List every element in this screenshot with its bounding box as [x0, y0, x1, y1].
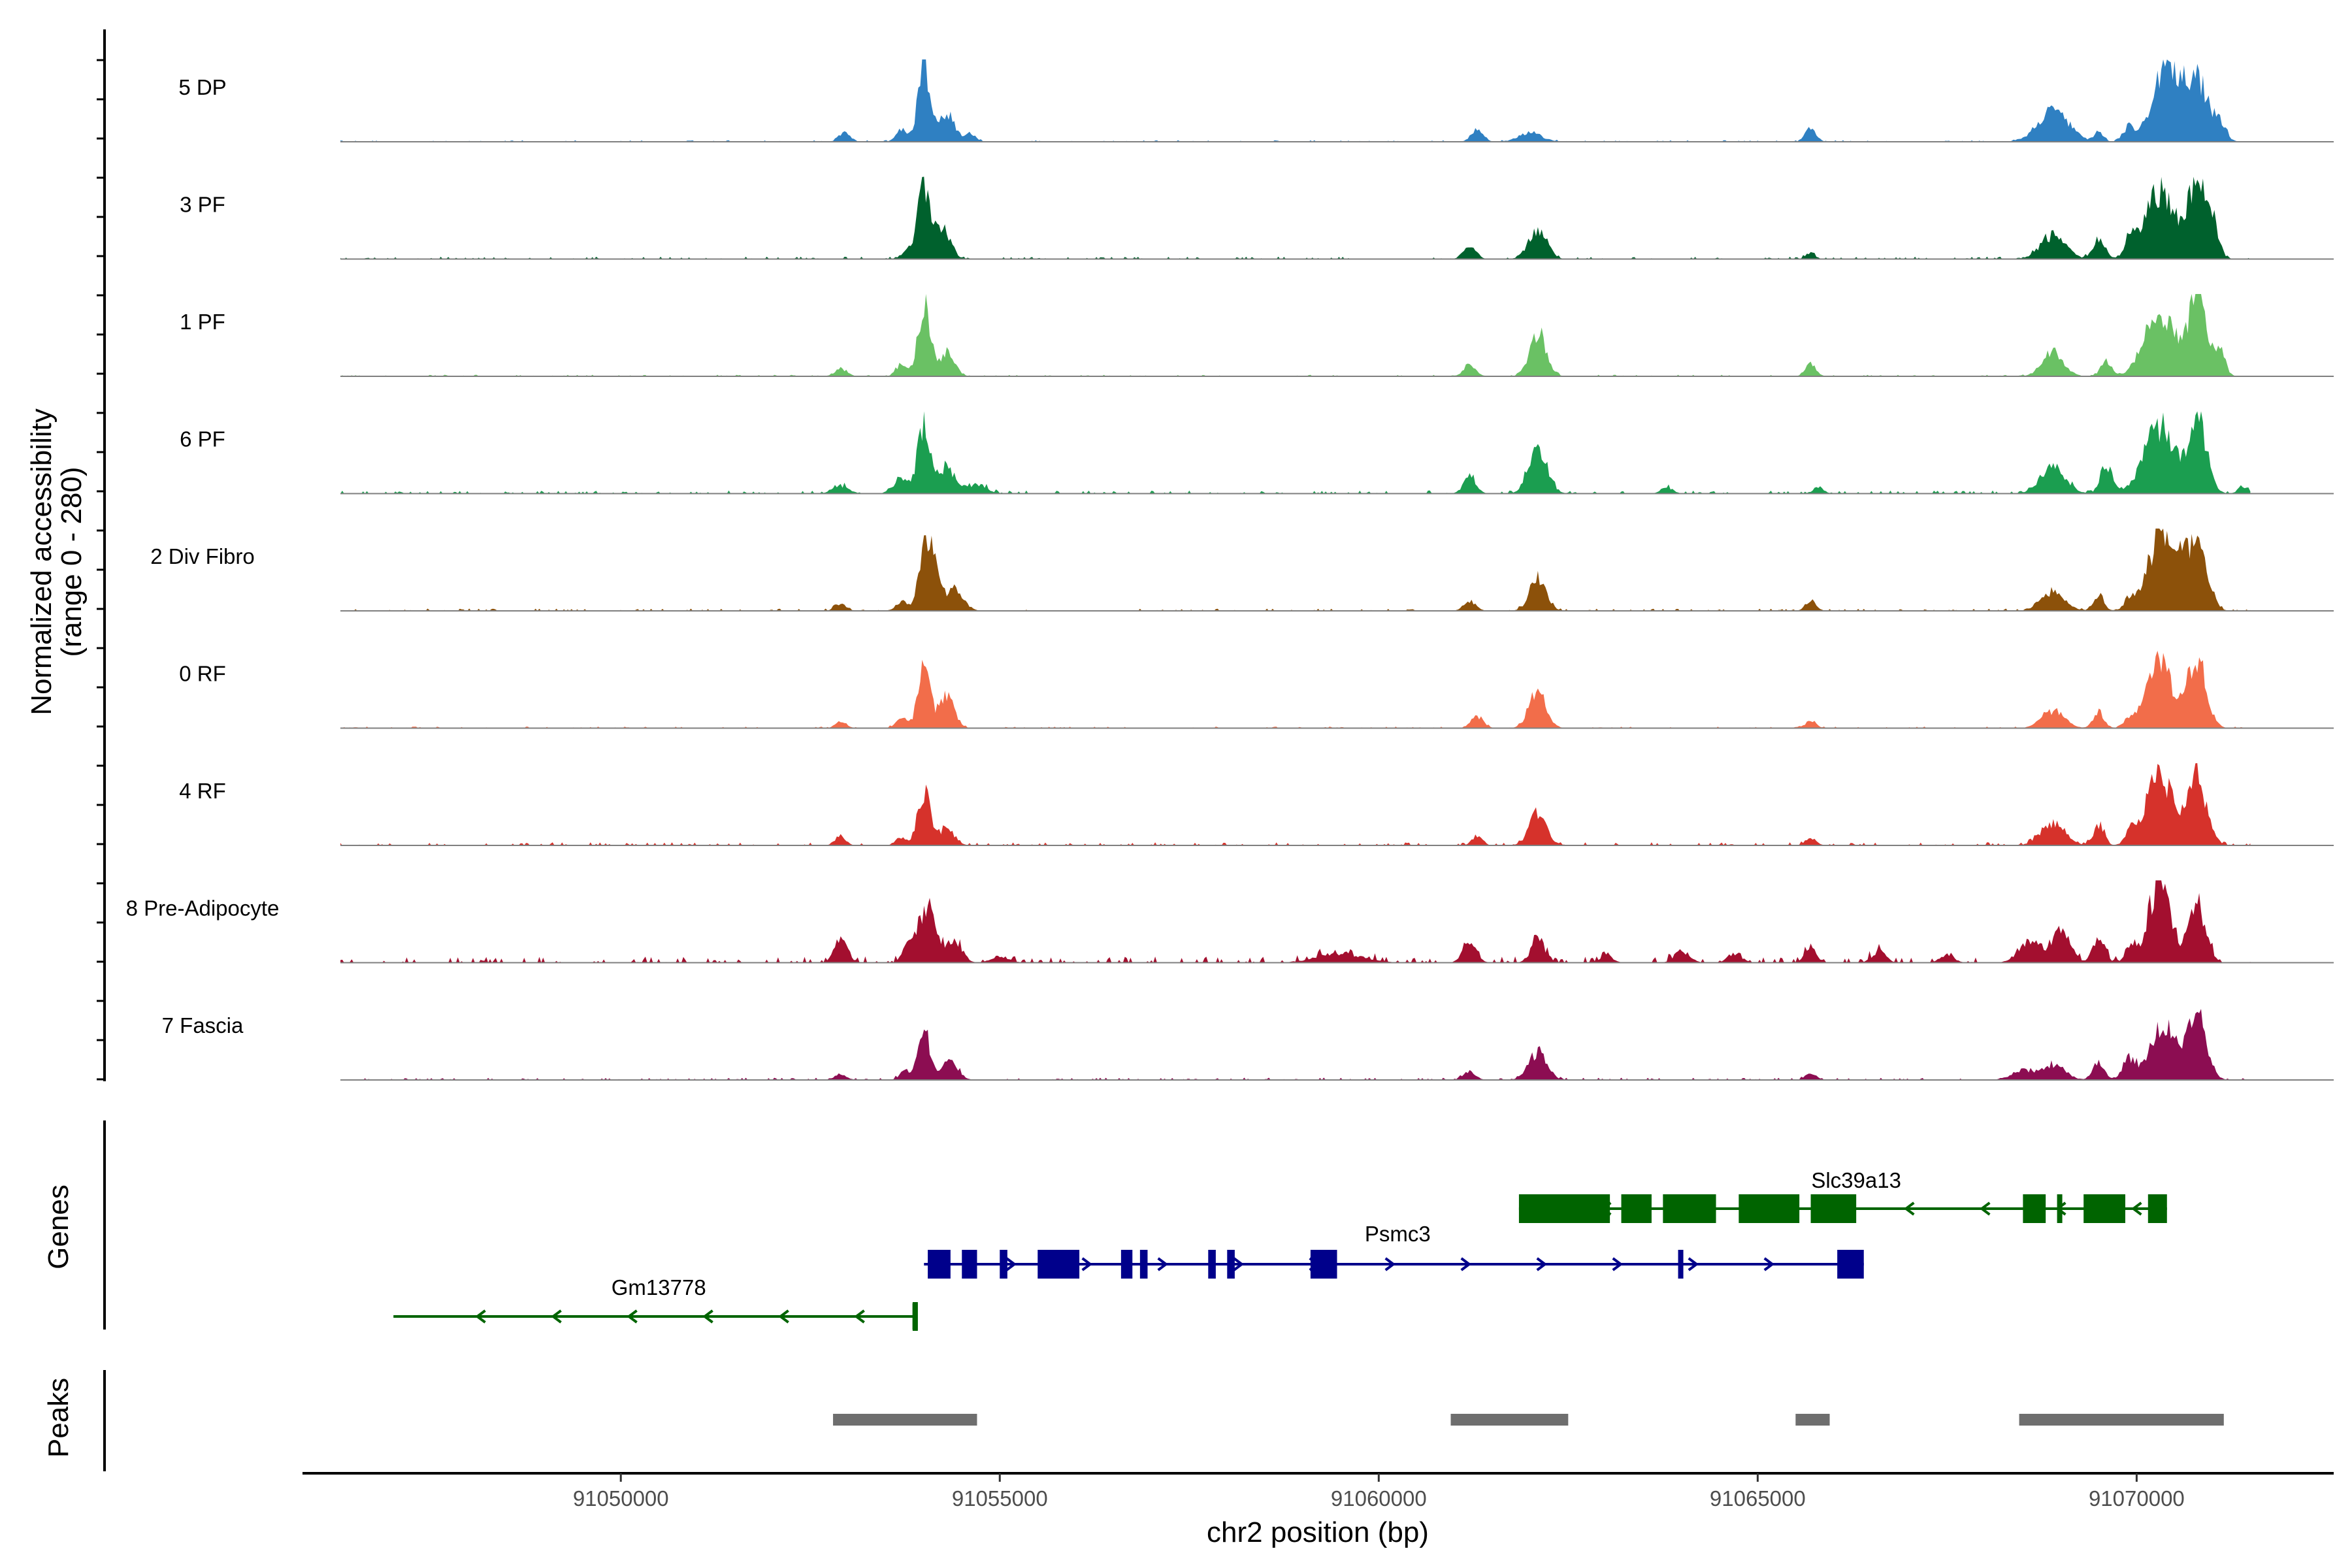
gene-exon-psmc3: [1837, 1250, 1864, 1279]
x-axis-title: chr2 position (bp): [1207, 1516, 1429, 1548]
peaks-panel: Peaks: [42, 1370, 2224, 1471]
coverage-area-0-rf: [340, 651, 2251, 728]
gene-strand-arrow: [627, 1309, 638, 1324]
gene-exon-slc39a13: [1518, 1194, 1610, 1223]
peak-region: [1795, 1414, 1830, 1426]
track-label: 0 RF: [179, 662, 226, 686]
gene-strand-arrow: [1688, 1257, 1699, 1271]
gene-exon-psmc3: [962, 1250, 977, 1279]
y-axis-title: Normalized accessibility: [25, 408, 57, 715]
peak-region: [1450, 1414, 1569, 1426]
track-label: 5 DP: [178, 75, 226, 99]
gene-exon-psmc3: [1227, 1250, 1235, 1279]
gene-strand-arrow: [1081, 1257, 1093, 1271]
gene-strand-arrow: [1904, 1201, 1915, 1216]
coverage-tracks: 5 DP 3 PF 1 PF 6 PF 2 Div Fibro 0 RF 4 RF 8 Pre…: [126, 59, 2334, 1081]
x-tick-label: 91055000: [952, 1486, 1048, 1511]
y-axis: [97, 29, 106, 1081]
gene-exon-psmc3: [928, 1250, 951, 1279]
gene-strand-arrow: [1384, 1257, 1396, 1271]
genes-panel: Genes Slc39a13 Psmc3 Gm13778: [42, 1120, 2167, 1331]
gene-strand-arrow: [1612, 1257, 1624, 1271]
gene-exon-psmc3: [1037, 1250, 1080, 1279]
gene-exon-psmc3: [1208, 1250, 1216, 1279]
gene-label-psmc3: Psmc3: [1365, 1222, 1431, 1246]
coverage-area-8-pre-adipocyte: [340, 880, 2251, 963]
x-tick-label: 91050000: [573, 1486, 669, 1511]
coverage-area-4-rf: [340, 763, 2251, 845]
peak-region: [2019, 1414, 2224, 1426]
gene-exon-slc39a13: [2148, 1194, 2167, 1223]
x-axis: 91050000 91055000 91060000 91065000 91070000: [302, 1472, 2334, 1511]
gene-exon-slc39a13: [2023, 1194, 2046, 1223]
gene-exon-slc39a13: [1621, 1194, 1652, 1223]
x-tick-label: 91060000: [1331, 1486, 1427, 1511]
gene-label-gm13778: Gm13778: [612, 1275, 706, 1299]
gene-strand-arrow: [2131, 1201, 2142, 1216]
gene-exon-psmc3: [1120, 1250, 1133, 1279]
track-label: 1 PF: [180, 310, 225, 334]
gene-exon-psmc3: [1678, 1250, 1684, 1279]
peaks-panel-title: Peaks: [42, 1378, 74, 1458]
gene-exon-psmc3: [1310, 1250, 1337, 1279]
gene-label-slc39a13: Slc39a13: [1811, 1168, 1901, 1192]
track-label: 2 Div Fibro: [150, 544, 255, 568]
gene-strand-arrow: [551, 1309, 562, 1324]
gene-strand-arrow: [475, 1309, 486, 1324]
gene-strand-arrow: [702, 1309, 713, 1324]
y-axis-range: (range 0 - 280): [56, 466, 88, 657]
gene-exon-slc39a13: [2083, 1194, 2125, 1223]
track-label: 7 Fascia: [162, 1013, 244, 1037]
gene-strand-arrow: [1157, 1257, 1169, 1271]
gene-exon-psmc3: [1000, 1250, 1007, 1279]
coverage-area-2-div-fibro: [340, 529, 2251, 611]
track-label: 8 Pre-Adipocyte: [126, 896, 280, 921]
gene-strand-arrow: [1536, 1257, 1548, 1271]
genes-panel-title: Genes: [42, 1184, 74, 1269]
gene-exon-slc39a13: [1739, 1194, 1800, 1223]
gene-exon-psmc3: [1139, 1250, 1148, 1279]
gene-exon-slc39a13: [1810, 1194, 1857, 1223]
coverage-area-7-fascia: [340, 1009, 2251, 1080]
coverage-area-5-dp: [340, 59, 2251, 142]
track-label: 6 PF: [180, 427, 225, 451]
track-label: 3 PF: [180, 193, 225, 217]
gene-strand-arrow: [778, 1309, 789, 1324]
gene-exon-slc39a13: [1663, 1194, 1716, 1223]
gene-exon-slc39a13: [2057, 1194, 2063, 1223]
coverage-area-1-pf: [340, 294, 2251, 376]
x-tick-label: 91070000: [2089, 1486, 2185, 1511]
gene-strand-arrow: [1980, 1201, 1991, 1216]
gene-strand-arrow: [854, 1309, 865, 1324]
peak-region: [833, 1414, 977, 1426]
gene-strand-arrow: [1460, 1257, 1472, 1271]
coverage-area-3-pf: [340, 176, 2251, 259]
gene-strand-arrow: [1005, 1257, 1017, 1271]
coverage-area-6-pf: [340, 411, 2251, 494]
track-label: 4 RF: [179, 779, 226, 803]
gene-strand-arrow: [1233, 1257, 1245, 1271]
x-tick-label: 91065000: [1710, 1486, 1806, 1511]
gene-strand-arrow: [1763, 1257, 1775, 1271]
